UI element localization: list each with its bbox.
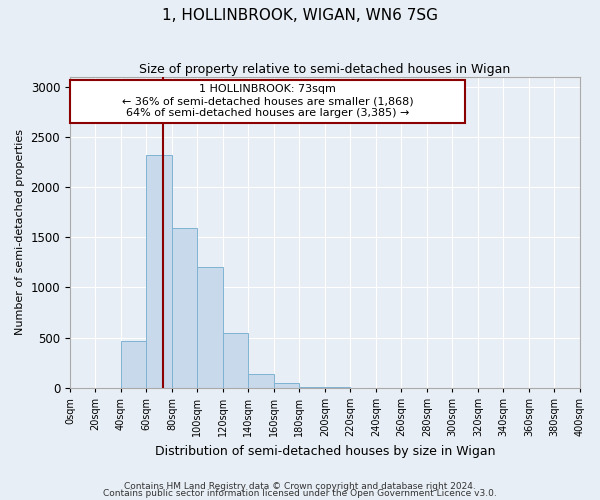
Text: ← 36% of semi-detached houses are smaller (1,868): ← 36% of semi-detached houses are smalle… (122, 96, 413, 106)
Y-axis label: Number of semi-detached properties: Number of semi-detached properties (15, 129, 25, 335)
Text: Contains HM Land Registry data © Crown copyright and database right 2024.: Contains HM Land Registry data © Crown c… (124, 482, 476, 491)
Text: 1, HOLLINBROOK, WIGAN, WN6 7SG: 1, HOLLINBROOK, WIGAN, WN6 7SG (162, 8, 438, 22)
Bar (70, 80, 465, 123)
Title: Size of property relative to semi-detached houses in Wigan: Size of property relative to semi-detach… (139, 62, 511, 76)
X-axis label: Distribution of semi-detached houses by size in Wigan: Distribution of semi-detached houses by … (155, 444, 495, 458)
Bar (299, 387, 325, 388)
Text: 64% of semi-detached houses are larger (3,385) →: 64% of semi-detached houses are larger (… (126, 108, 409, 118)
Bar (223, 332, 248, 388)
Bar (121, 340, 146, 388)
Bar (248, 374, 274, 388)
Bar (146, 155, 172, 388)
Bar (172, 228, 197, 388)
Bar (274, 382, 299, 388)
Text: 1 HOLLINBROOK: 73sqm: 1 HOLLINBROOK: 73sqm (199, 84, 336, 94)
Bar (197, 268, 223, 388)
Text: Contains public sector information licensed under the Open Government Licence v3: Contains public sector information licen… (103, 490, 497, 498)
